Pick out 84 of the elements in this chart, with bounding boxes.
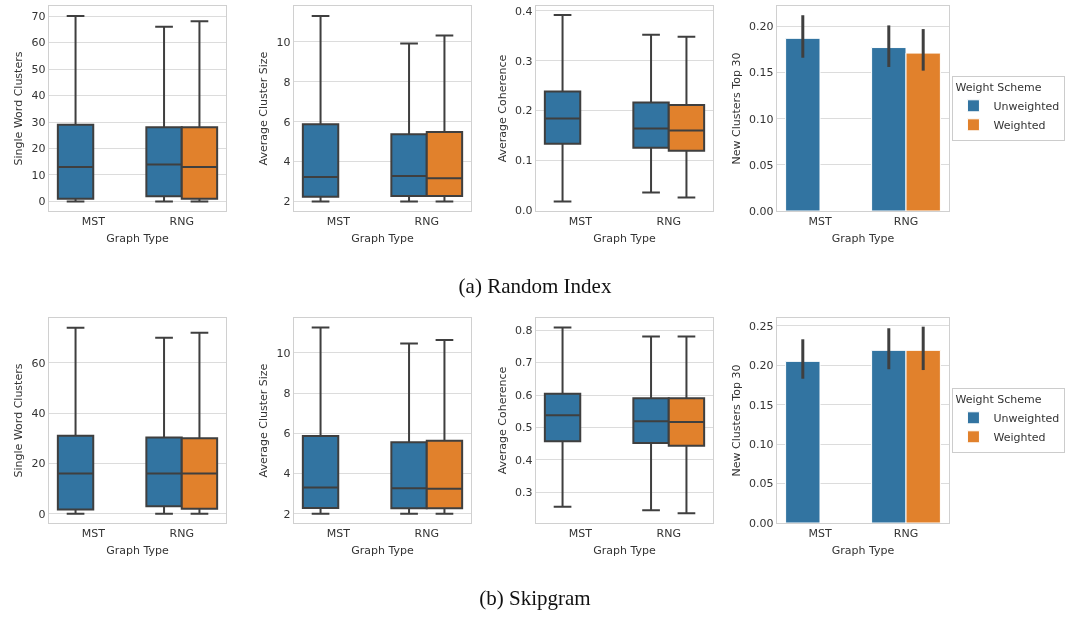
y-tick-label: 0 bbox=[38, 195, 46, 209]
x-tick-label: MST bbox=[568, 527, 593, 541]
x-tick-label: RNG bbox=[414, 527, 439, 541]
y-axis-title: Average Coherence bbox=[495, 54, 509, 163]
legend-title: Weight Scheme bbox=[955, 393, 1042, 407]
x-axis-title: Graph Type bbox=[593, 543, 656, 557]
y-tick-label: 0.00 bbox=[749, 516, 774, 530]
y-axis-title: Average Cluster Size bbox=[257, 51, 271, 166]
y-tick-label: 0.25 bbox=[749, 319, 774, 333]
x-axis-title: Graph Type bbox=[593, 231, 656, 245]
legend-label: Weighted bbox=[993, 119, 1046, 133]
y-tick-label: 40 bbox=[31, 89, 46, 103]
y-tick-label: 10 bbox=[276, 35, 291, 49]
y-tick-label: 20 bbox=[31, 142, 46, 156]
y-tick-label: 60 bbox=[31, 356, 46, 370]
y-tick-label: 4 bbox=[283, 155, 291, 169]
y-axis-title: Average Coherence bbox=[495, 366, 509, 475]
x-tick-label: MST bbox=[808, 215, 832, 229]
x-axis-title: Graph Type bbox=[831, 543, 895, 557]
y-tick-label: 40 bbox=[31, 407, 46, 421]
y-tick-label: 0.05 bbox=[749, 158, 774, 172]
y-tick-label: 0.0 bbox=[515, 203, 533, 217]
y-tick-label: 0.1 bbox=[515, 154, 533, 168]
y-tick-label: 6 bbox=[283, 427, 291, 441]
x-axis-title: Graph Type bbox=[351, 231, 414, 245]
y-tick-label: 0.3 bbox=[515, 54, 533, 68]
y-tick-label: 0.7 bbox=[515, 356, 533, 370]
y-tick-label: 0.4 bbox=[515, 4, 533, 18]
x-tick-label: RNG bbox=[893, 215, 919, 229]
x-tick-label: RNG bbox=[169, 527, 194, 541]
y-tick-label: 60 bbox=[31, 36, 46, 50]
x-axis-title: Graph Type bbox=[351, 543, 414, 557]
x-tick-label: RNG bbox=[656, 215, 681, 229]
x-tick-label: MST bbox=[808, 527, 832, 541]
y-tick-label: 0.8 bbox=[515, 323, 533, 337]
y-tick-label: 2 bbox=[283, 195, 291, 209]
y-tick-label: 0.05 bbox=[749, 477, 774, 491]
y-tick-label: 0.5 bbox=[515, 421, 533, 435]
y-tick-label: 0.20 bbox=[749, 20, 774, 34]
x-tick-label: RNG bbox=[414, 215, 439, 229]
y-tick-label: 8 bbox=[283, 386, 291, 400]
y-tick-label: 0.2 bbox=[515, 104, 533, 118]
y-tick-label: 0.10 bbox=[749, 112, 774, 126]
legend-label: Unweighted bbox=[993, 100, 1060, 114]
y-tick-label: 6 bbox=[283, 115, 291, 129]
x-tick-label: MST bbox=[326, 215, 351, 229]
y-tick-label: 0.15 bbox=[749, 398, 774, 412]
legend-title: Weight Scheme bbox=[955, 81, 1042, 95]
text: (b) Skipgram bbox=[479, 586, 591, 611]
y-tick-label: 8 bbox=[283, 75, 291, 89]
x-axis-title: Graph Type bbox=[106, 543, 169, 557]
x-axis-title: Graph Type bbox=[106, 231, 169, 245]
y-axis-title: New Clusters Top 30 bbox=[729, 364, 743, 477]
x-tick-label: MST bbox=[568, 215, 593, 229]
x-tick-label: RNG bbox=[893, 527, 919, 541]
y-tick-label: 20 bbox=[31, 457, 46, 471]
y-tick-label: 0 bbox=[38, 507, 46, 521]
y-tick-label: 4 bbox=[283, 467, 291, 481]
y-tick-label: 0.4 bbox=[515, 453, 533, 467]
y-tick-label: 30 bbox=[31, 115, 46, 129]
y-axis-title: New Clusters Top 30 bbox=[729, 52, 743, 165]
y-tick-label: 0.6 bbox=[515, 388, 533, 402]
y-tick-label: 0.20 bbox=[749, 359, 774, 373]
y-tick-label: 0.15 bbox=[749, 66, 774, 80]
y-tick-label: 10 bbox=[31, 168, 46, 182]
x-tick-label: MST bbox=[81, 527, 106, 541]
y-axis-title: Single Word Clusters bbox=[12, 51, 26, 166]
text: (a) Random Index bbox=[458, 274, 612, 299]
x-axis-title: Graph Type bbox=[831, 231, 895, 245]
x-tick-label: RNG bbox=[169, 215, 194, 229]
legend-label: Weighted bbox=[993, 431, 1046, 445]
x-tick-label: MST bbox=[81, 215, 106, 229]
y-tick-label: 0.00 bbox=[749, 204, 774, 218]
y-tick-label: 2 bbox=[283, 507, 291, 521]
y-axis-title: Single Word Clusters bbox=[12, 363, 26, 478]
x-tick-label: MST bbox=[326, 527, 351, 541]
y-tick-label: 50 bbox=[31, 62, 46, 76]
y-axis-title: Average Cluster Size bbox=[257, 363, 271, 478]
y-tick-label: 0.10 bbox=[749, 438, 774, 451]
y-tick-label: 70 bbox=[31, 9, 46, 23]
y-tick-label: 10 bbox=[276, 346, 291, 360]
y-tick-label: 0.3 bbox=[515, 486, 533, 500]
x-tick-label: RNG bbox=[656, 527, 681, 541]
legend-label: Unweighted bbox=[993, 412, 1060, 426]
